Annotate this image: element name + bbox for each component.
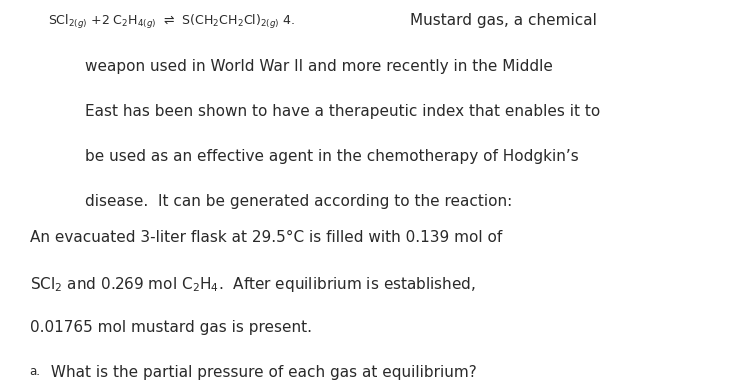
Text: What is the partial pressure of each gas at equilibrium?: What is the partial pressure of each gas… <box>46 365 477 380</box>
Text: be used as an effective agent in the chemotherapy of Hodgkin’s: be used as an effective agent in the che… <box>85 149 579 164</box>
Text: Mustard gas, a chemical: Mustard gas, a chemical <box>410 13 597 28</box>
Text: 0.01765 mol mustard gas is present.: 0.01765 mol mustard gas is present. <box>30 320 312 335</box>
Text: East has been shown to have a therapeutic index that enables it to: East has been shown to have a therapeuti… <box>85 104 600 119</box>
Text: SCl$_{2(g)}$ +2 C$_2$H$_{4(g)}$  ⇌  S(CH$_2$CH$_2$Cl)$_{2(g)}$ 4.: SCl$_{2(g)}$ +2 C$_2$H$_{4(g)}$ ⇌ S(CH$_… <box>48 13 295 31</box>
Text: weapon used in World War II and more recently in the Middle: weapon used in World War II and more rec… <box>85 59 553 74</box>
Text: disease.  It can be generated according to the reaction:: disease. It can be generated according t… <box>85 194 512 209</box>
Text: a.: a. <box>30 365 41 378</box>
Text: SCl$_2$ and 0.269 mol C$_2$H$_4$.  After equilibrium is established,: SCl$_2$ and 0.269 mol C$_2$H$_4$. After … <box>30 275 475 294</box>
Text: An evacuated 3-liter flask at 29.5°C is filled with 0.139 mol of: An evacuated 3-liter flask at 29.5°C is … <box>30 230 502 245</box>
